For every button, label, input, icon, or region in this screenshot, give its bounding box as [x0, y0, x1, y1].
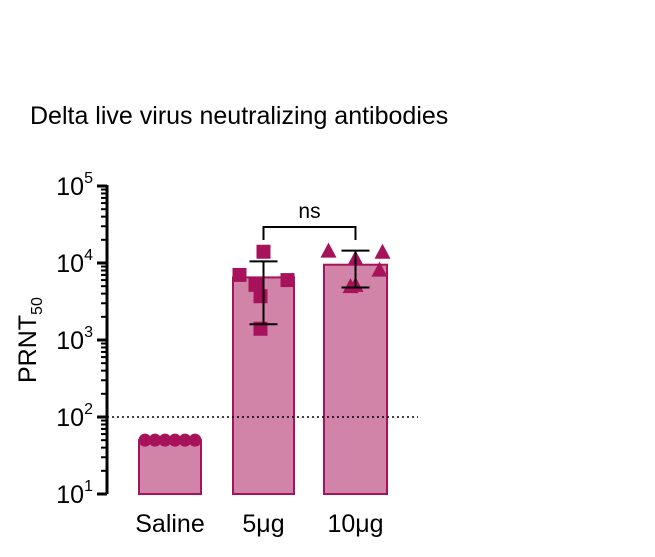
chart-title: Delta live virus neutralizing antibodies — [30, 102, 448, 130]
data-point — [371, 261, 388, 277]
x-category-label: Saline — [135, 510, 205, 538]
significance-bracket — [262, 226, 357, 240]
y-tick-label: 104 — [56, 247, 93, 278]
bar-2 — [323, 263, 388, 495]
data-point — [256, 244, 271, 259]
y-tick-label: 103 — [56, 324, 93, 355]
axes: 101 102 103 104 105 PRNT50 Saline 5μg 10μg — [14, 170, 384, 538]
data-point — [148, 433, 162, 447]
data-point — [248, 277, 263, 292]
y-tick-label: 105 — [56, 170, 93, 201]
x-category-label: 10μg — [327, 510, 383, 538]
x-category-label: 5μg — [242, 510, 284, 538]
data-point — [168, 433, 182, 447]
error-bars — [249, 249, 370, 326]
data-point — [253, 289, 268, 304]
data-point — [188, 433, 202, 447]
data-point — [280, 273, 295, 288]
bar-0 — [138, 439, 202, 496]
annotations: ns — [107, 200, 418, 418]
y-tick-label: 102 — [56, 401, 93, 432]
data-point — [320, 242, 337, 258]
data-point — [158, 433, 172, 447]
y-axis-label: PRNT50 — [14, 297, 46, 383]
data-point — [178, 433, 192, 447]
y-tick-label: 101 — [56, 478, 93, 509]
data-point — [232, 267, 247, 282]
data-point — [138, 433, 152, 447]
data-point — [374, 243, 391, 259]
significance-label: ns — [298, 200, 320, 223]
